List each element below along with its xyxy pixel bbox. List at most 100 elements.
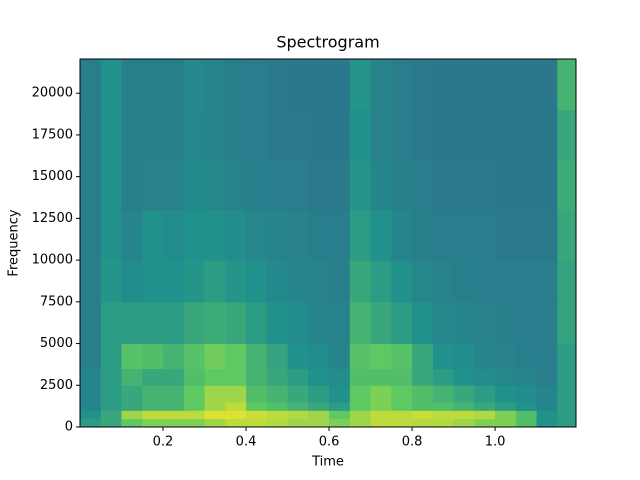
- cell: [432, 109, 455, 161]
- cell: [80, 59, 102, 111]
- cell: [266, 401, 289, 411]
- cell: [391, 418, 413, 428]
- cell: [142, 210, 164, 261]
- cell: [495, 260, 517, 303]
- cell: [495, 109, 517, 161]
- cell: [163, 109, 185, 161]
- cell: [287, 59, 309, 111]
- cell: [80, 418, 102, 428]
- cell: [204, 418, 226, 428]
- cell: [329, 210, 351, 261]
- cell: [183, 159, 206, 211]
- cell: [163, 59, 185, 111]
- cell: [432, 159, 455, 211]
- cell: [183, 418, 206, 428]
- cell: [246, 59, 268, 111]
- cell: [100, 410, 123, 420]
- cell: [80, 210, 102, 261]
- cell: [412, 410, 434, 420]
- cell: [266, 59, 289, 111]
- cell: [163, 301, 185, 345]
- cell: [80, 260, 102, 303]
- cell: [557, 159, 577, 211]
- cell: [412, 109, 434, 161]
- cell: [432, 368, 455, 386]
- cell: [246, 260, 268, 303]
- cell: [100, 109, 123, 161]
- cell: [474, 301, 496, 345]
- cell: [453, 418, 475, 428]
- cell: [453, 109, 475, 161]
- cell: [121, 385, 143, 403]
- cell: [391, 343, 413, 370]
- cell: [163, 410, 185, 420]
- cell: [287, 159, 309, 211]
- cell: [246, 109, 268, 161]
- x-tick-label: 0.8: [402, 435, 423, 450]
- cell: [370, 410, 392, 420]
- cell: [308, 260, 330, 303]
- cell: [515, 401, 538, 411]
- cell: [183, 385, 206, 403]
- cell: [515, 385, 538, 403]
- cell: [495, 301, 517, 345]
- cell: [266, 368, 289, 386]
- cell: [536, 159, 558, 211]
- x-tick-label: 0.6: [319, 435, 340, 450]
- cell: [225, 59, 247, 111]
- cell: [453, 260, 475, 303]
- cell: [204, 368, 226, 386]
- cell: [557, 368, 577, 386]
- cell: [163, 401, 185, 411]
- cell: [225, 418, 247, 428]
- cell: [287, 301, 309, 345]
- cell: [266, 159, 289, 211]
- cell: [453, 410, 475, 420]
- x-tick-label: 1.0: [485, 435, 506, 450]
- cell: [287, 210, 309, 261]
- cell: [349, 159, 372, 211]
- cell: [495, 401, 517, 411]
- cell: [557, 343, 577, 370]
- cell: [121, 260, 143, 303]
- cell: [183, 343, 206, 370]
- cell: [515, 210, 538, 261]
- cell: [515, 301, 538, 345]
- cell: [536, 410, 558, 420]
- y-tick-label: 12500: [32, 211, 73, 226]
- cell: [536, 368, 558, 386]
- cell: [474, 401, 496, 411]
- cell: [308, 418, 330, 428]
- cell: [225, 109, 247, 161]
- cell: [163, 343, 185, 370]
- cell: [121, 159, 143, 211]
- cell: [412, 210, 434, 261]
- cell: [536, 343, 558, 370]
- cell: [412, 368, 434, 386]
- cell: [204, 385, 226, 403]
- cell: [266, 410, 289, 420]
- cell: [100, 401, 123, 411]
- cell: [225, 301, 247, 345]
- cell: [163, 385, 185, 403]
- cell: [100, 210, 123, 261]
- cell: [453, 343, 475, 370]
- cell: [412, 59, 434, 111]
- cell: [163, 210, 185, 261]
- cell: [391, 401, 413, 411]
- cell: [536, 301, 558, 345]
- cell: [246, 410, 268, 420]
- cell: [515, 109, 538, 161]
- cell: [432, 260, 455, 303]
- cell: [515, 418, 538, 428]
- cell: [453, 301, 475, 345]
- cell: [204, 260, 226, 303]
- cell: [329, 301, 351, 345]
- cell: [391, 109, 413, 161]
- cell: [225, 159, 247, 211]
- cell: [557, 59, 577, 111]
- cell: [432, 343, 455, 370]
- cell: [308, 59, 330, 111]
- plot-frame: [79, 58, 577, 428]
- cell: [329, 385, 351, 403]
